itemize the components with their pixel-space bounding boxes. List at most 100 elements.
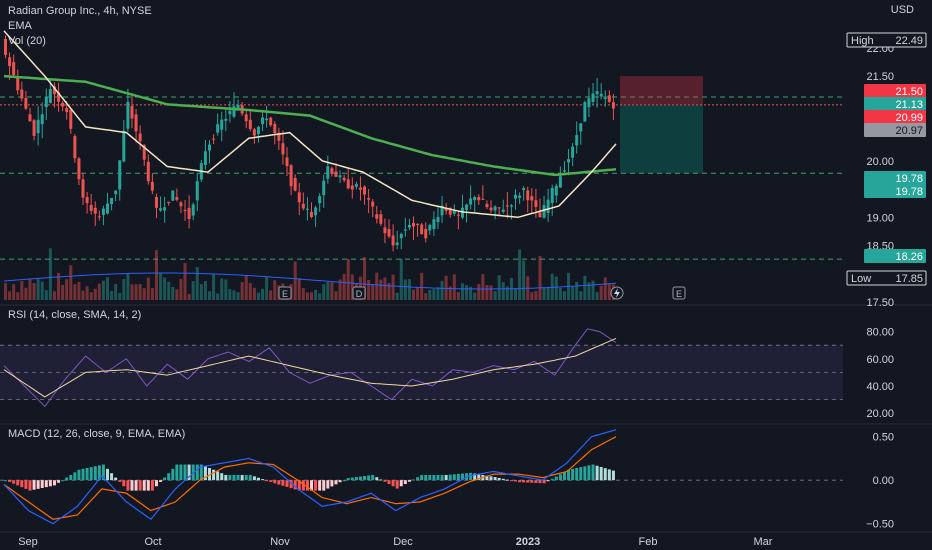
- volume-bar: [154, 250, 158, 300]
- candle-body: [342, 177, 346, 181]
- candle-body: [179, 202, 183, 207]
- volume-bar: [167, 281, 171, 300]
- candle-body: [318, 196, 322, 204]
- price-label-box: [846, 32, 927, 48]
- volume-bar: [16, 292, 20, 300]
- price-tick-label: 20.00: [866, 156, 894, 168]
- event-marker-label: E: [282, 289, 288, 299]
- macd-histogram-bar: [167, 473, 171, 481]
- volume-bar: [456, 292, 460, 300]
- chart-legend: Radian Group Inc., 4h, NYSE EMA Vol (20): [8, 4, 152, 49]
- macd-histogram-bar: [138, 480, 142, 491]
- price-label-box: [864, 249, 926, 263]
- candle-body: [101, 208, 105, 215]
- macd-histogram-bar: [101, 464, 105, 481]
- candle-body: [65, 108, 69, 113]
- candle-body: [187, 207, 191, 219]
- volume-bar: [342, 274, 346, 300]
- volume-bar: [444, 275, 448, 300]
- volume-legend[interactable]: Vol (20): [8, 35, 46, 47]
- volume-bar: [379, 279, 383, 300]
- macd-histogram-bar: [277, 480, 281, 485]
- macd-histogram-bar: [599, 466, 603, 481]
- candle-body: [436, 216, 440, 222]
- candle-body: [346, 179, 350, 189]
- volume-bar: [118, 292, 122, 300]
- macd-histogram-bar: [350, 477, 354, 481]
- candle-body: [297, 192, 301, 203]
- ema-legend[interactable]: EMA: [8, 20, 32, 32]
- volume-bar: [203, 281, 207, 300]
- candle-body: [40, 114, 44, 125]
- volume-bar: [383, 277, 387, 300]
- candle-body: [399, 233, 403, 239]
- volume-bar: [199, 283, 203, 300]
- event-marker-d-icon: [352, 286, 366, 300]
- macd-histogram-bar: [150, 480, 154, 491]
- macd-histogram-bar: [305, 480, 309, 491]
- time-tick-label: 2023: [516, 536, 540, 548]
- macd-histogram-bar: [310, 480, 313, 491]
- volume-bar: [452, 274, 456, 300]
- candle-body: [138, 133, 142, 142]
- candle-body: [526, 190, 530, 201]
- candle-body: [481, 198, 485, 200]
- macd-histogram-bar: [367, 475, 371, 481]
- volume-bar: [93, 288, 97, 300]
- candle-body: [252, 129, 256, 136]
- macd-histogram-bar: [252, 476, 256, 481]
- macd-histogram-bar: [322, 480, 326, 491]
- candle-body: [159, 208, 163, 211]
- candle-body: [310, 211, 313, 217]
- macd-histogram-bar: [199, 464, 203, 481]
- macd-histogram-bar: [562, 472, 566, 481]
- rsi-legend[interactable]: RSI (14, close, SMA, 14, 2): [8, 309, 142, 321]
- time-tick-label: Oct: [144, 536, 161, 548]
- volume-bar: [603, 277, 607, 300]
- candle-body: [4, 38, 7, 55]
- symbol-title[interactable]: Radian Group Inc., 4h, NYSE: [8, 5, 152, 17]
- candle-body: [305, 208, 309, 210]
- volume-bar: [607, 284, 611, 300]
- macd-histogram-bar: [460, 473, 464, 481]
- volume-bar: [403, 279, 407, 300]
- macd-histogram-bar: [399, 480, 403, 487]
- macd-histogram-bar: [69, 474, 73, 481]
- volume-bar: [57, 272, 61, 300]
- volume-bar: [301, 288, 305, 300]
- macd-histogram-bar: [342, 480, 346, 482]
- volume-bar: [187, 293, 191, 300]
- macd-histogram-bar: [469, 472, 473, 481]
- macd-histogram-bar: [346, 478, 350, 481]
- candle-body: [591, 93, 595, 102]
- volume-bar: [350, 274, 354, 300]
- volume-bar: [297, 278, 301, 300]
- candle-body: [73, 136, 77, 159]
- macd-histogram-bar: [534, 480, 538, 483]
- volume-bar: [97, 283, 101, 300]
- candle-body: [122, 130, 126, 162]
- macd-histogram-bar: [77, 469, 81, 481]
- macd-histogram-bar: [330, 480, 334, 487]
- volume-bar: [375, 272, 379, 300]
- candle-body: [538, 212, 542, 218]
- macd-histogram-bar: [375, 477, 379, 481]
- macd-histogram-bar: [183, 464, 187, 481]
- candle-body: [322, 180, 326, 196]
- volume-bar: [485, 285, 489, 300]
- macd-histogram-bar: [318, 480, 322, 491]
- macd-histogram-bar: [595, 465, 599, 481]
- candle-body: [473, 197, 477, 201]
- macd-histogram-bar: [171, 468, 175, 481]
- candle-body: [391, 235, 395, 246]
- event-marker-e-icon: [672, 286, 686, 300]
- macd-histogram-bar: [611, 470, 615, 481]
- macd-legend[interactable]: MACD (12, 26, close, 9, EMA, EMA): [8, 428, 186, 440]
- volume-bar: [52, 291, 56, 300]
- rsi-tick-label: 80.00: [866, 327, 894, 339]
- volume-bar: [420, 272, 424, 300]
- macd-histogram-bar: [97, 465, 101, 481]
- rsi-ma-line: [3, 337, 617, 398]
- candle-body: [383, 227, 387, 234]
